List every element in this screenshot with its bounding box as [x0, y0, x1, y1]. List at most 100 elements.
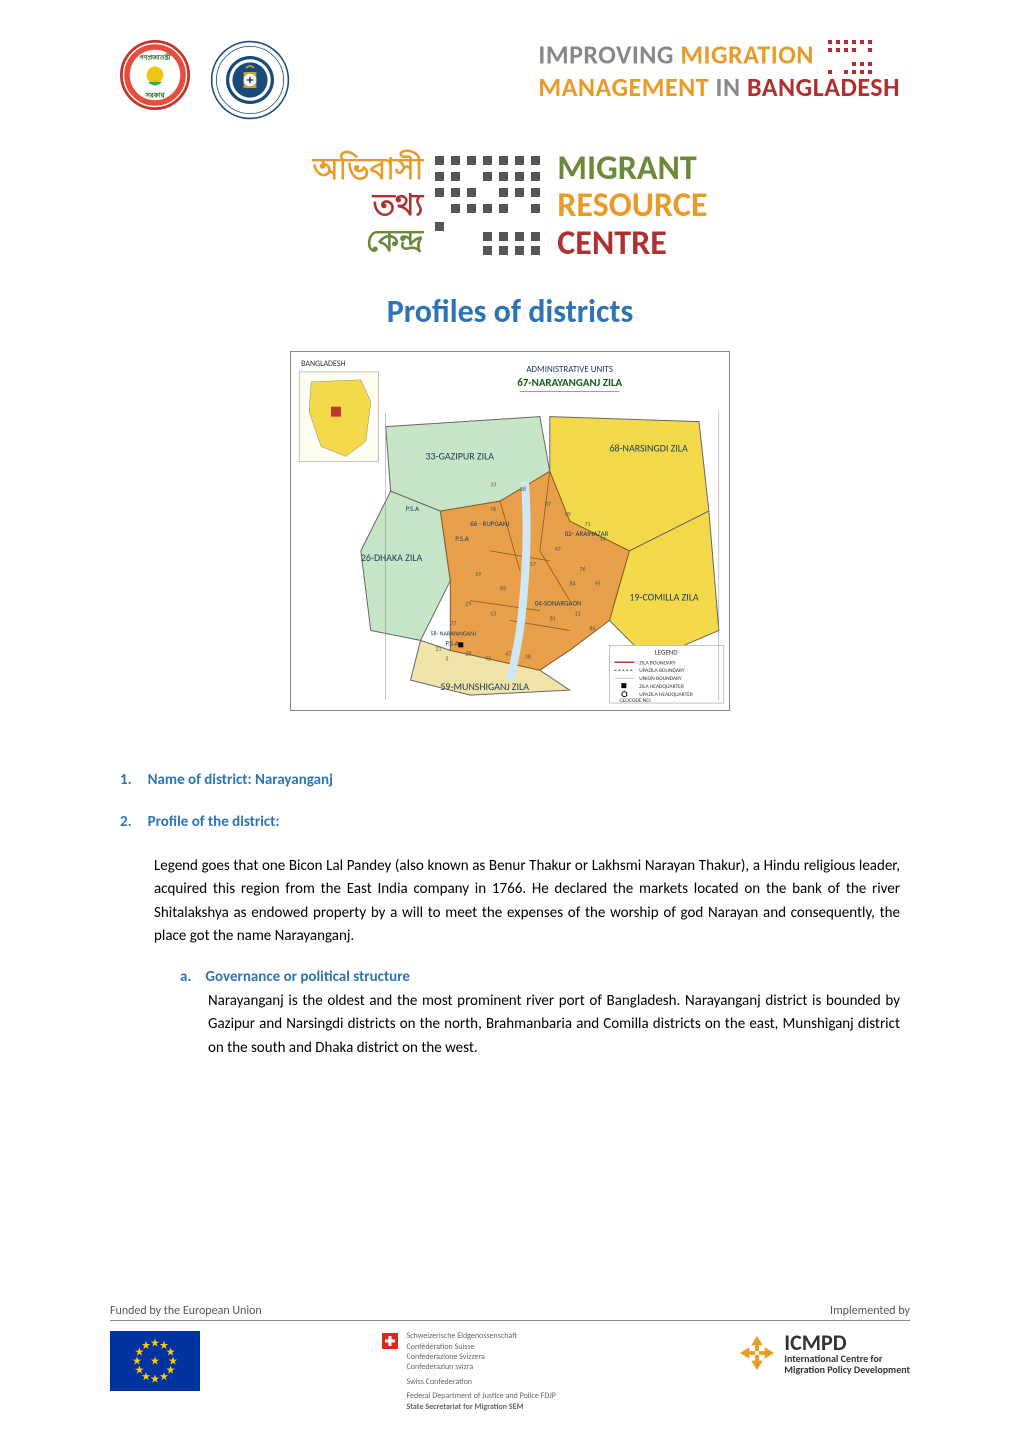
svg-text:33: 33 — [490, 480, 496, 488]
section-2-heading: 2. Profile of the district: — [120, 813, 900, 831]
svg-text:89: 89 — [500, 585, 506, 593]
icmpd-arrows-icon — [738, 1334, 776, 1372]
narayanganj-map: BANGLADESH ADMINISTRATIVE UNITS 67-NARAY… — [290, 351, 730, 711]
svg-text:59: 59 — [475, 570, 481, 578]
svg-text:সরকার: সরকার — [144, 90, 165, 99]
section-1-heading: 1. Name of district: Narayanganj — [120, 771, 900, 789]
svg-text:76: 76 — [490, 505, 496, 513]
swiss-line-7: Federal Department of Justice and Police… — [406, 1391, 555, 1401]
section-2-body: Legend goes that one Bicon Lal Pandey (a… — [120, 855, 900, 948]
bangladesh-word: BANGLADESH — [747, 71, 900, 103]
map-label-psa1: P.S.A — [455, 534, 468, 543]
map-label-narsingdi: 68-NARSINGDI ZILA — [609, 443, 687, 455]
ministry-seal-logo — [210, 40, 290, 120]
footer-implemented-label: Implemented by — [830, 1304, 910, 1318]
improving-word: IMPROVING — [538, 38, 674, 70]
swiss-line-1: Confédération Suisse — [406, 1342, 555, 1352]
sub-item-a: a. Governance or political structure Nar… — [120, 968, 900, 1060]
dot-grid-icon — [435, 156, 545, 256]
footer-funded-label: Funded by the European Union — [110, 1304, 262, 1318]
icmpd-text: ICMPD International Centre for Migration… — [784, 1331, 910, 1375]
resource-word: RESOURCE — [557, 187, 707, 224]
swiss-line-3: Confederaziun svizra — [406, 1362, 555, 1372]
svg-text:84: 84 — [570, 580, 576, 588]
management-word: MANAGEMENT — [538, 71, 709, 103]
map-legend-4: ZILA HEADQUARTER — [639, 684, 684, 690]
sub-item-a-title: Governance or political structure — [205, 968, 410, 986]
svg-text:28: 28 — [465, 649, 471, 657]
page-footer: Funded by the European Union Implemented… — [110, 1304, 910, 1412]
svg-text:11: 11 — [575, 610, 581, 618]
in-word: IN — [716, 71, 741, 103]
svg-text:38: 38 — [525, 652, 531, 660]
bengali-title-column: অভিবাসী তথ্য কেন্দ্র — [313, 152, 424, 260]
centre-word: CENTRE — [557, 225, 707, 262]
migrant-word: MIGRANT — [557, 150, 707, 187]
header-logo-row: গণপ্রজাতন্ত্রী সরকার IMPROVING MIGRATION — [120, 40, 900, 120]
bengali-word-2: তথ্য — [313, 188, 424, 224]
svg-text:87: 87 — [545, 500, 551, 508]
map-caption-bangladesh: BANGLADESH — [301, 359, 345, 369]
page-title: Profiles of districts — [120, 292, 900, 331]
map-label-psa3: P.S.A — [445, 639, 458, 648]
section-2-title: Profile of the district: — [148, 813, 280, 831]
map-label-comilla: 19-COMILLA ZILA — [629, 592, 699, 604]
sub-item-a-letter: a. — [180, 968, 191, 986]
map-label-psa2: P.S.A — [406, 504, 419, 513]
bengali-word-1: অভিবাসী — [313, 152, 424, 188]
bangladesh-emblem-logo: গণপ্রজাতন্ত্রী সরকার — [120, 40, 190, 110]
svg-text:77: 77 — [450, 620, 456, 628]
map-label-dhaka: 26-DHAKA ZILA — [361, 552, 423, 564]
svg-text:21: 21 — [435, 645, 441, 653]
swiss-line-5: Swiss Confederation — [406, 1377, 555, 1387]
swiss-confederation-block: Schweizerische Eidgenossenschaft Confédé… — [382, 1331, 555, 1412]
improving-migration-logo: IMPROVING MIGRATION MANAGEMENT IN BANGLA… — [538, 40, 900, 101]
svg-text:76: 76 — [580, 565, 586, 573]
map-label-rupganj: 66 - RUPGANJ — [470, 519, 509, 528]
swiss-line-0: Schweizerische Eidgenossenschaft — [406, 1331, 555, 1341]
map-label-sonargaon: 04-SONARGAON — [535, 599, 582, 608]
dots-decoration-icon — [828, 40, 872, 74]
svg-text:19: 19 — [600, 535, 606, 543]
icmpd-logo-block: ICMPD International Centre for Migration… — [738, 1331, 910, 1375]
svg-text:13: 13 — [490, 610, 496, 618]
swiss-line-8: State Secretariat for Migration SEM — [406, 1402, 555, 1412]
svg-text:29: 29 — [465, 600, 471, 608]
map-legend-1: ZILA BOUNDARY — [639, 660, 676, 666]
migration-word: MIGRATION — [680, 38, 814, 70]
swiss-flag-icon — [382, 1333, 398, 1349]
map-label-narayanganj-sadar: 58- NARAYANGANJ — [430, 630, 476, 638]
icmpd-line2: Migration Policy Development — [784, 1365, 910, 1376]
map-label-munshiganj: 59-MUNSHIGANJ ZILA — [440, 681, 529, 693]
svg-text:47: 47 — [555, 545, 561, 553]
svg-text:57: 57 — [530, 560, 536, 568]
svg-text:গণপ্রজাতন্ত্রী: গণপ্রজাতন্ত্রী — [140, 53, 171, 62]
sub-item-a-body: Narayanganj is the oldest and the most p… — [180, 990, 900, 1060]
eu-flag-icon — [110, 1331, 200, 1391]
svg-text:95: 95 — [485, 654, 491, 662]
bengali-word-3: কেন্দ্র — [313, 224, 424, 260]
map-legend-note: GEOCODE NO. — [619, 698, 651, 704]
map-label-gazipur: 33-GAZIPUR ZILA — [425, 451, 494, 463]
section-1-number: 1. — [120, 771, 132, 789]
section-2-number: 2. — [120, 813, 132, 831]
swiss-line-2: Confederazione Svizzera — [406, 1352, 555, 1362]
svg-text:47: 47 — [505, 649, 511, 657]
english-title-column: MIGRANT RESOURCE CENTRE — [557, 150, 707, 262]
svg-text:3: 3 — [445, 654, 448, 662]
map-container: BANGLADESH ADMINISTRATIVE UNITS 67-NARAY… — [120, 351, 900, 711]
svg-text:95: 95 — [595, 580, 601, 588]
section-1-title: Name of district: Narayanganj — [148, 771, 333, 789]
map-admin-units-title: ADMINISTRATIVE UNITS — [526, 364, 613, 375]
svg-text:86: 86 — [590, 625, 596, 633]
map-legend-title: LEGEND — [655, 647, 679, 656]
map-legend-3: UNION BOUNDARY — [639, 676, 682, 682]
svg-text:28: 28 — [520, 485, 526, 493]
swiss-text-lines: Schweizerische Eidgenossenschaft Confédé… — [406, 1331, 555, 1412]
svg-text:71: 71 — [585, 520, 591, 528]
migrant-resource-centre-logo: অভিবাসী তথ্য কেন্দ্র MIGRANT RESOURCE CE… — [120, 150, 900, 262]
map-zila-title: 67-NARAYANGANJ ZILA — [517, 376, 622, 389]
map-legend-2: UPAZILA BOUNDARY — [639, 668, 685, 674]
icmpd-acronym: ICMPD — [784, 1331, 910, 1354]
svg-text:81: 81 — [550, 615, 556, 623]
